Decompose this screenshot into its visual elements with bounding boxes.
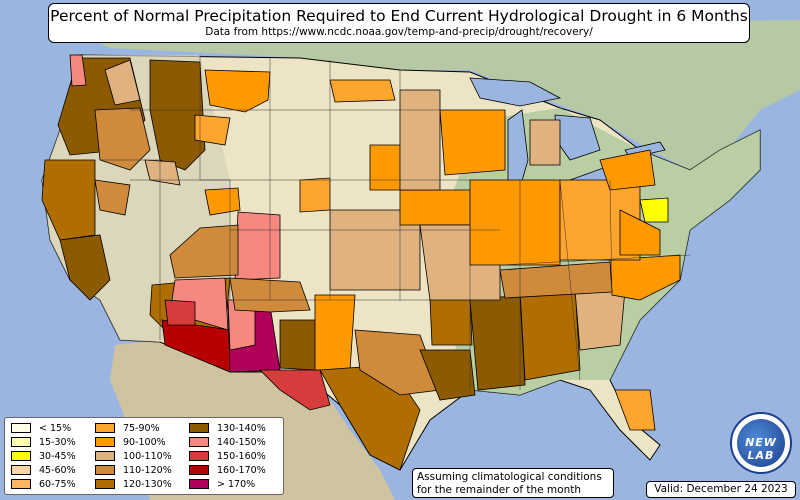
legend-swatch bbox=[11, 437, 31, 447]
title-box: Percent of Normal Precipitation Required… bbox=[48, 3, 750, 43]
region-idaho-south bbox=[144, 159, 181, 186]
legend-label: 160-170% bbox=[217, 464, 266, 476]
canada-land bbox=[70, 20, 800, 170]
note-line-1: Assuming climatological conditions bbox=[417, 471, 602, 483]
legend-label: 15-30% bbox=[39, 436, 76, 448]
legend-column-1: < 15% 15-30% 30-45% 45-60% 60-75% bbox=[11, 421, 76, 491]
region-minnesota bbox=[399, 89, 441, 191]
lab-logo: NEW LAB bbox=[730, 412, 792, 474]
note-line-2: for the remainder of the month bbox=[417, 483, 582, 496]
legend-swatch bbox=[95, 451, 115, 461]
region-new-mexico-east bbox=[279, 319, 316, 371]
region-alabama bbox=[519, 284, 581, 381]
region-michigan bbox=[529, 119, 561, 166]
legend-label: 30-45% bbox=[39, 450, 76, 462]
legend-item: > 170% bbox=[189, 477, 266, 491]
legend-column-2: 75-90% 90-100% 100-110% 110-120% 120-130… bbox=[95, 421, 172, 491]
legend-swatch bbox=[189, 451, 209, 461]
region-iowa bbox=[399, 189, 471, 226]
legend-item: < 15% bbox=[11, 421, 76, 435]
region-puget-sound bbox=[69, 54, 87, 87]
region-florida bbox=[614, 389, 656, 431]
region-mississippi bbox=[469, 294, 526, 391]
legend-item: 100-110% bbox=[95, 449, 172, 463]
region-louisiana bbox=[419, 349, 476, 401]
region-virginia bbox=[619, 209, 661, 256]
region-utah-east bbox=[169, 224, 239, 279]
region-north-texas bbox=[354, 329, 441, 396]
legend-swatch bbox=[11, 465, 31, 475]
assumption-note: Assuming climatological conditions for t… bbox=[412, 468, 614, 498]
region-pennsylvania bbox=[599, 149, 656, 191]
region-georgia bbox=[574, 289, 626, 351]
legend-label: < 15% bbox=[39, 422, 72, 434]
legend-label: 45-60% bbox=[39, 464, 76, 476]
legend-swatch bbox=[11, 479, 31, 489]
region-arizona-west bbox=[164, 299, 196, 326]
legend-swatch bbox=[95, 465, 115, 475]
map-subtitle: Data from https://www.ncdc.noaa.gov/temp… bbox=[205, 26, 593, 38]
legend-label: 60-75% bbox=[39, 478, 76, 490]
legend-label: 130-140% bbox=[217, 422, 266, 434]
region-arkansas bbox=[429, 297, 473, 346]
legend-label: 110-120% bbox=[123, 464, 172, 476]
legend-swatch bbox=[11, 451, 31, 461]
region-montana bbox=[204, 69, 271, 113]
legend-label: 150-160% bbox=[217, 450, 266, 462]
legend-swatch bbox=[95, 423, 115, 433]
legend-item: 110-120% bbox=[95, 463, 172, 477]
region-arizona-central bbox=[171, 277, 229, 331]
legend: < 15% 15-30% 30-45% 45-60% 60-75% 75-90%… bbox=[4, 417, 284, 495]
globe-icon bbox=[737, 419, 785, 467]
legend-item: 45-60% bbox=[11, 463, 76, 477]
legend-label: > 170% bbox=[217, 478, 256, 490]
region-washington-east bbox=[104, 59, 141, 106]
legend-item: 90-100% bbox=[95, 435, 172, 449]
legend-item: 130-140% bbox=[189, 421, 266, 435]
valid-date: Valid: December 24 2023 bbox=[646, 481, 796, 498]
legend-item: 140-150% bbox=[189, 435, 266, 449]
legend-swatch bbox=[95, 437, 115, 447]
region-nebraska-west bbox=[299, 177, 331, 213]
legend-swatch bbox=[189, 465, 209, 475]
legend-item: 15-30% bbox=[11, 435, 76, 449]
legend-item: 160-170% bbox=[189, 463, 266, 477]
legend-item: 30-45% bbox=[11, 449, 76, 463]
region-wisconsin bbox=[439, 109, 506, 176]
region-maryland bbox=[639, 197, 669, 223]
region-central-california bbox=[59, 234, 111, 301]
region-north-dakota bbox=[329, 79, 396, 103]
region-colorado bbox=[234, 211, 281, 281]
lake-michigan bbox=[507, 109, 529, 196]
map-title: Percent of Normal Precipitation Required… bbox=[50, 7, 748, 25]
lake-superior bbox=[469, 77, 562, 107]
legend-item: 60-75% bbox=[11, 477, 76, 491]
legend-item: 150-160% bbox=[189, 449, 266, 463]
region-montana-sw bbox=[194, 114, 231, 146]
legend-swatch bbox=[189, 423, 209, 433]
legend-swatch bbox=[11, 423, 31, 433]
legend-swatch bbox=[95, 479, 115, 489]
region-nevada-west bbox=[94, 179, 131, 216]
legend-item: 120-130% bbox=[95, 477, 172, 491]
legend-label: 140-150% bbox=[217, 436, 266, 448]
legend-swatch bbox=[189, 437, 209, 447]
region-illinois-indiana bbox=[469, 179, 561, 266]
legend-label: 90-100% bbox=[123, 436, 166, 448]
region-texas-panhandle bbox=[314, 294, 356, 371]
legend-item: 75-90% bbox=[95, 421, 172, 435]
legend-column-3: 130-140% 140-150% 150-160% 160-170% > 17… bbox=[189, 421, 266, 491]
region-colorado-west bbox=[204, 187, 241, 216]
legend-swatch bbox=[189, 479, 209, 489]
legend-label: 120-130% bbox=[123, 478, 172, 490]
logo-text: NEW LAB bbox=[745, 436, 777, 462]
state-borders bbox=[100, 55, 691, 390]
region-nebraska-east bbox=[369, 144, 401, 191]
legend-label: 75-90% bbox=[123, 422, 160, 434]
legend-label: 100-110% bbox=[123, 450, 172, 462]
